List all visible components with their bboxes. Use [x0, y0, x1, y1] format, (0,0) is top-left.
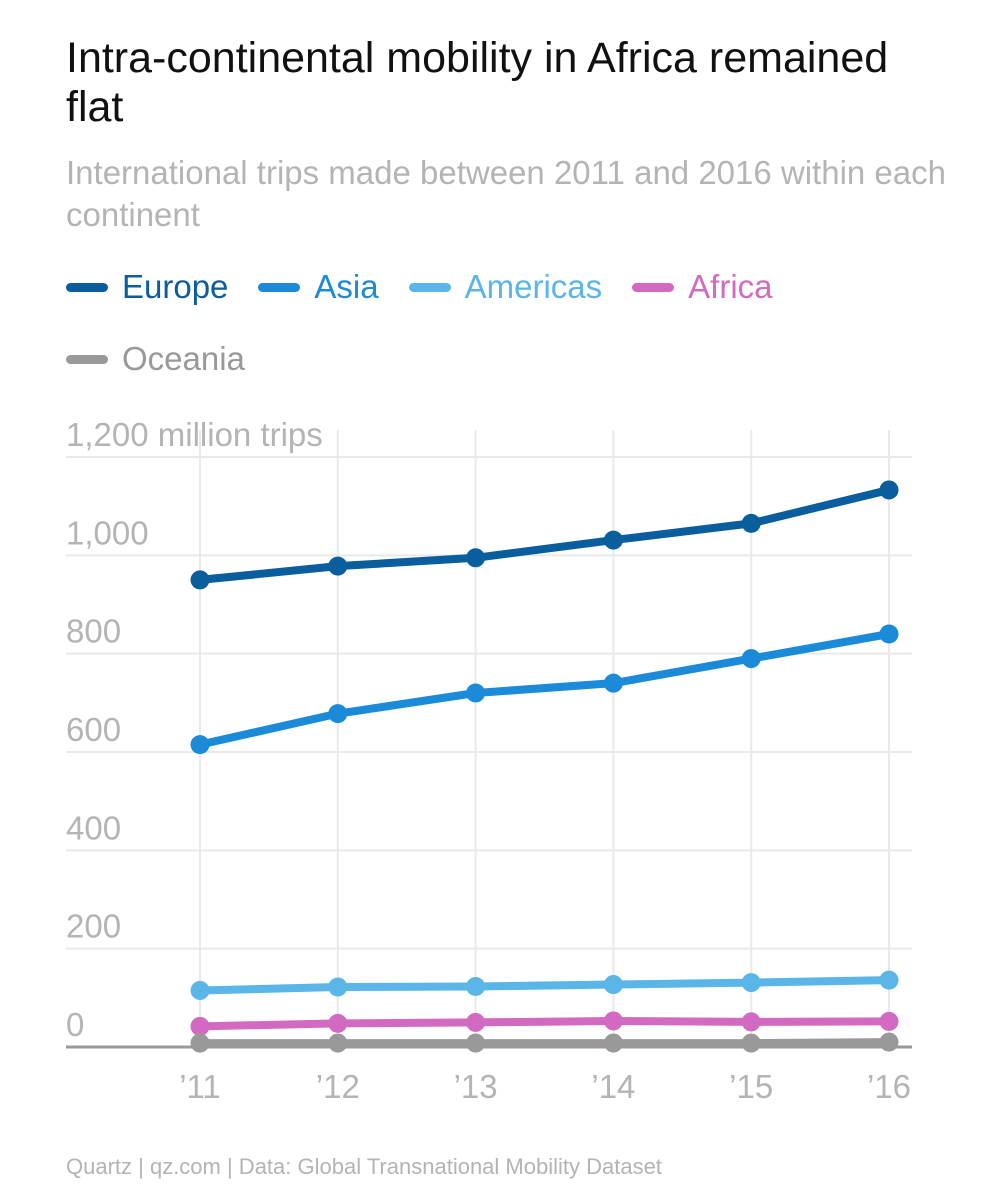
legend-label-asia: Asia: [314, 268, 379, 305]
data-point-americas: [466, 977, 486, 997]
data-point-asia: [328, 704, 348, 724]
series-line-europe: [196, 485, 893, 584]
source-note: Quartz | qz.com | Data: Global Transnati…: [66, 1154, 662, 1179]
data-point-americas: [741, 973, 761, 993]
x-tick-label: ’15: [729, 1068, 773, 1105]
legend-item-europe: Europe: [66, 262, 228, 312]
data-point-africa: [741, 1012, 761, 1032]
legend-swatch-oceania: [66, 354, 108, 364]
legend-label-africa: Africa: [688, 268, 773, 305]
legend-swatch-europe: [66, 282, 108, 292]
series-line-americas: [196, 976, 893, 995]
y-tick-label: 1,200 million trips: [66, 416, 323, 453]
legend-label-americas: Americas: [464, 268, 603, 305]
x-tick-label: ’12: [316, 1068, 360, 1105]
data-point-europe: [603, 530, 623, 550]
chart-subtitle: International trips made between 2011 an…: [66, 154, 946, 233]
x-tick-label: ’16: [867, 1068, 911, 1105]
legend: Europe Asia Americas Africa Oceania: [66, 262, 946, 384]
x-tick-label: ’11: [179, 1068, 221, 1105]
data-point-africa: [466, 1012, 486, 1032]
data-point-oceania: [603, 1033, 623, 1053]
legend-label-oceania: Oceania: [122, 340, 245, 377]
x-tick-label: ’13: [454, 1068, 498, 1105]
legend-label-europe: Europe: [122, 268, 229, 305]
data-point-oceania: [466, 1033, 486, 1053]
series-line-africa: [196, 1016, 893, 1031]
data-point-europe: [879, 480, 899, 500]
data-point-africa: [879, 1011, 899, 1031]
y-tick-label: 1,000: [66, 514, 149, 551]
data-point-americas: [603, 975, 623, 995]
data-point-oceania: [741, 1033, 761, 1053]
y-tick-label: 400: [66, 809, 121, 846]
data-point-asia: [603, 673, 623, 693]
chart-title: Intra-continental mobility in Africa rem…: [66, 34, 889, 131]
data-point-europe: [466, 548, 486, 568]
y-tick-label: 600: [66, 711, 121, 748]
data-point-americas: [879, 970, 899, 990]
y-tick-label: 200: [66, 908, 121, 945]
data-point-europe: [190, 570, 210, 590]
data-point-americas: [190, 980, 210, 1000]
data-point-asia: [466, 683, 486, 703]
data-point-oceania: [879, 1032, 899, 1052]
data-point-oceania: [190, 1033, 210, 1053]
data-point-africa: [603, 1011, 623, 1031]
data-point-asia: [190, 735, 210, 755]
data-point-africa: [190, 1016, 210, 1036]
series-line-oceania: [196, 1038, 893, 1048]
y-tick-label: 0: [66, 1006, 84, 1043]
legend-item-asia: Asia: [258, 262, 379, 312]
data-point-africa: [328, 1013, 348, 1033]
x-tick-label: ’14: [591, 1068, 635, 1105]
series-line-asia: [196, 630, 893, 749]
data-point-asia: [741, 649, 761, 669]
data-point-americas: [328, 977, 348, 997]
legend-item-africa: Africa: [632, 262, 773, 312]
y-tick-label: 800: [66, 613, 121, 650]
legend-swatch-americas: [408, 282, 451, 292]
legend-item-americas: Americas: [408, 262, 603, 312]
data-point-europe: [328, 556, 348, 576]
data-point-asia: [879, 624, 899, 644]
legend-swatch-africa: [632, 282, 675, 292]
legend-item-oceania: Oceania: [66, 334, 245, 384]
legend-swatch-asia: [258, 282, 301, 292]
data-point-oceania: [328, 1033, 348, 1053]
data-point-europe: [741, 513, 761, 533]
